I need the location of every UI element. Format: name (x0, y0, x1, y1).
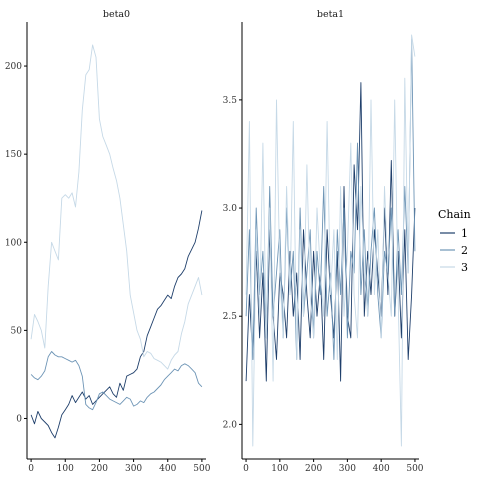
y-tick-label-beta1: 3.5 (223, 96, 238, 106)
x-tick-label-beta0: 100 (57, 464, 74, 474)
x-tick-label-beta1: 300 (339, 464, 356, 474)
y-tick-label-beta1: 2.5 (223, 312, 238, 322)
trace-beta1-chain-3 (245, 34, 416, 447)
x-tick-label-beta1: 500 (406, 464, 423, 474)
trace-beta0-chain-1 (30, 210, 203, 439)
y-tick-label-beta0: 200 (5, 62, 22, 72)
x-tick-label-beta0: 300 (125, 464, 142, 474)
panel-title-beta1: beta1 (317, 9, 344, 20)
trace-beta1-chain-1 (245, 82, 416, 382)
x-tick-label-beta0: 400 (159, 464, 176, 474)
legend-title: Chain (438, 208, 471, 221)
y-tick-label-beta0: 100 (5, 238, 22, 248)
trace-beta0-chain-3 (30, 44, 203, 370)
y-tick-label-beta1: 3.0 (223, 204, 238, 214)
panel-title-beta0: beta0 (103, 9, 130, 20)
y-tick-label-beta0: 150 (5, 150, 22, 160)
legend-label-chain-1: 1 (461, 227, 468, 240)
x-tick-label-beta1: 0 (243, 464, 249, 474)
x-tick-label-beta0: 0 (28, 464, 34, 474)
trace-beta0-chain-2 (30, 351, 203, 411)
legend-label-chain-2: 2 (461, 244, 468, 257)
y-tick-label-beta0: 50 (11, 326, 23, 336)
x-tick-label-beta1: 400 (373, 464, 390, 474)
legend-label-chain-3: 3 (461, 261, 468, 274)
x-tick-label-beta1: 100 (271, 464, 288, 474)
y-tick-label-beta1: 2.0 (223, 420, 238, 430)
x-tick-label-beta0: 200 (91, 464, 108, 474)
x-tick-label-beta0: 500 (193, 464, 210, 474)
x-tick-label-beta1: 200 (305, 464, 322, 474)
y-tick-label-beta0: 0 (16, 414, 22, 424)
